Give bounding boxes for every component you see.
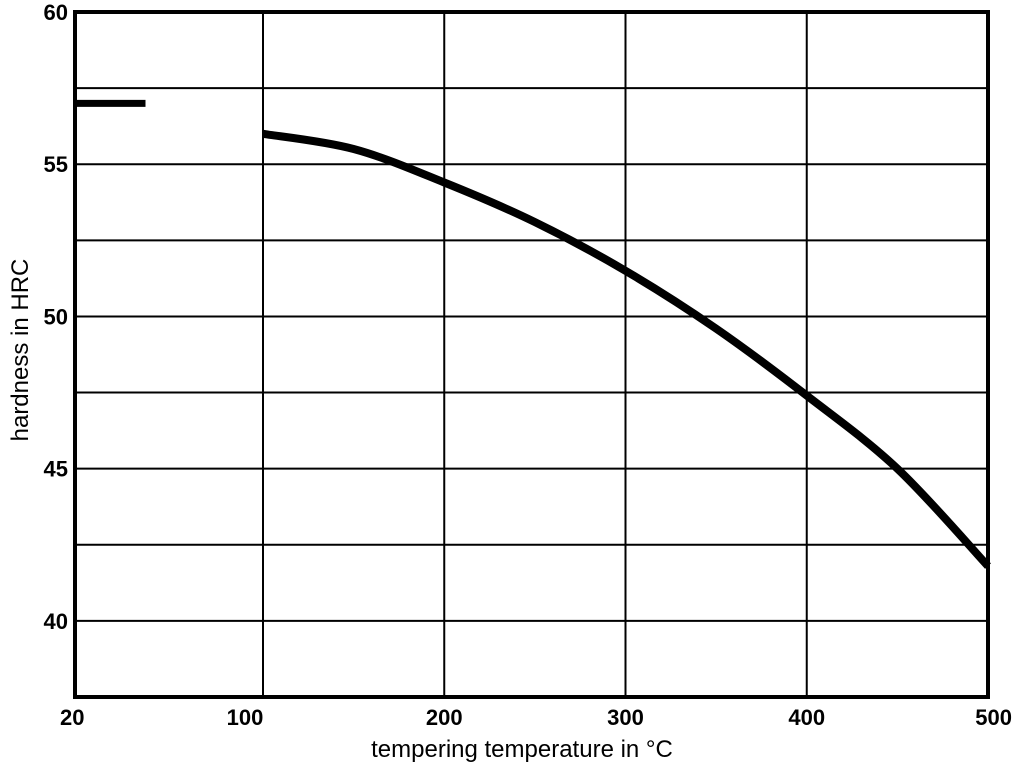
y-tick-label: 40 — [44, 609, 68, 634]
x-tick-label: 100 — [227, 705, 264, 730]
x-tick-label: 200 — [426, 705, 463, 730]
x-tick-label: 400 — [788, 705, 825, 730]
y-tick-label: 60 — [44, 0, 68, 25]
x-tick-label: 500 — [975, 705, 1012, 730]
x-tick-label: 20 — [60, 705, 84, 730]
y-axis-label: hardness in HRC — [7, 259, 34, 442]
y-tick-labels: 40 45 50 55 60 — [44, 0, 68, 634]
y-tick-label: 50 — [44, 304, 68, 329]
x-tick-labels: 20 100 200 300 400 500 — [60, 705, 1012, 730]
x-tick-label: 300 — [607, 705, 644, 730]
series-group — [74, 99, 991, 569]
y-tick-label: 55 — [44, 152, 68, 177]
plot-frame — [73, 10, 990, 699]
grid — [75, 12, 988, 697]
hardness-curve — [262, 129, 991, 569]
y-tick-label: 45 — [44, 457, 68, 482]
x-axis-label: tempering temperature in °C — [371, 736, 673, 763]
